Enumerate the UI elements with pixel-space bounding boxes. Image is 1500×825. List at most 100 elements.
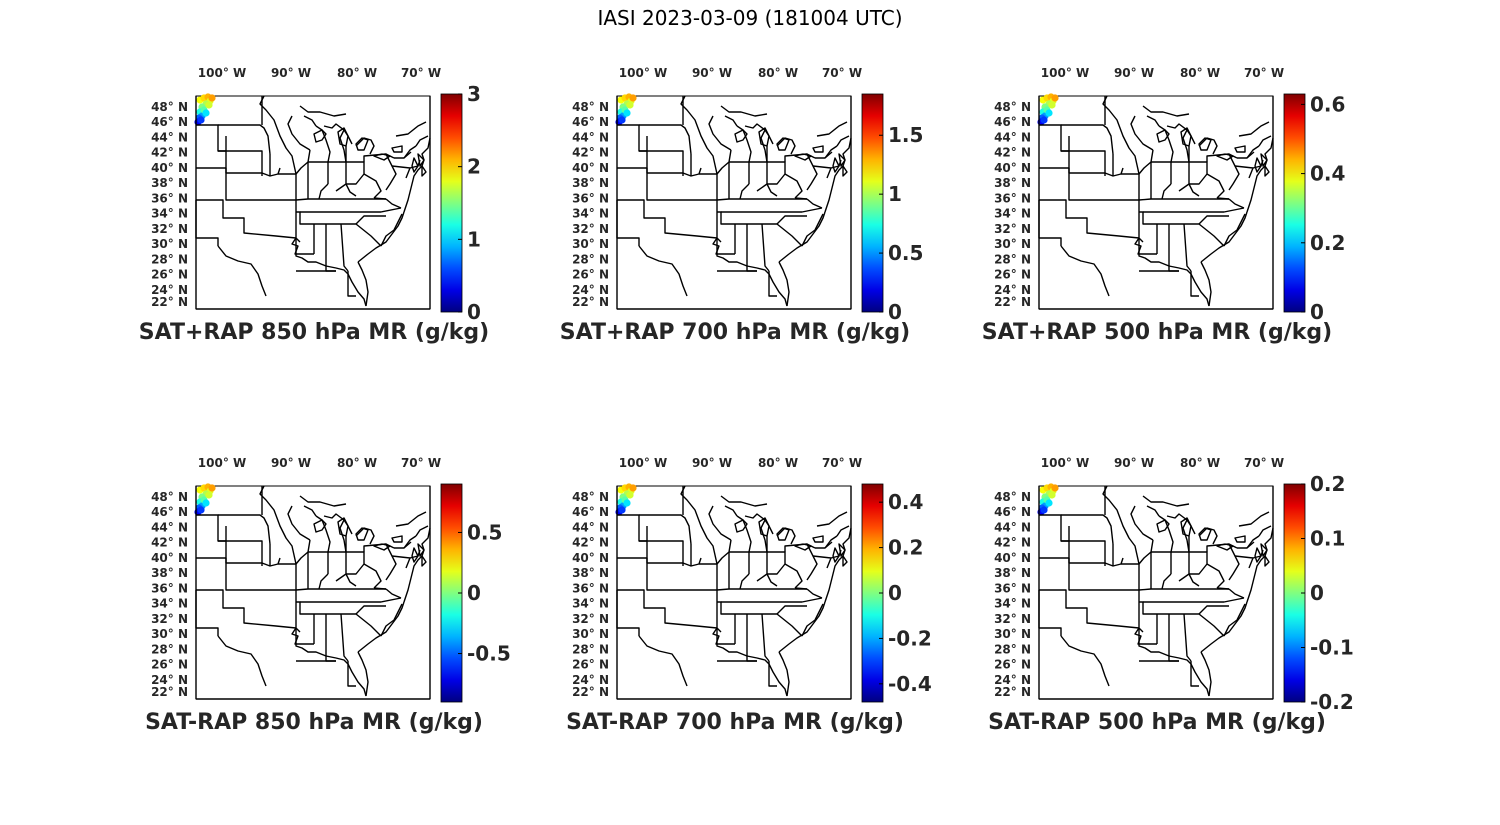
state-boundary <box>680 95 718 175</box>
state-boundary <box>814 603 824 621</box>
coast-segment <box>838 153 846 167</box>
state-boundary <box>749 551 768 582</box>
lon-tick-label: 100° W <box>198 456 246 470</box>
state-boundary <box>403 535 417 549</box>
colorbar-tick-label: -0.1 <box>1310 636 1354 660</box>
state-boundary <box>225 563 296 591</box>
state-boundary <box>617 589 718 629</box>
state-boundary <box>291 627 314 645</box>
state-boundary <box>1130 115 1154 151</box>
colorbar-tick-label: 0.6 <box>1310 92 1345 116</box>
map-panel-sat-minus-rap-700: 100° W 90° W 80° W 70° W 48° N 46° N 44° N 42° … <box>541 450 1021 750</box>
lat-tick-label: 34° N <box>994 597 1031 611</box>
coast-segment <box>337 127 349 147</box>
state-boundary <box>1171 551 1190 582</box>
coast-segment <box>1198 527 1212 541</box>
state-boundary <box>1138 588 1229 591</box>
lat-tick-label: 34° N <box>572 207 609 221</box>
lat-tick-label: 32° N <box>151 612 188 626</box>
lat-tick-label: 38° N <box>994 566 1031 580</box>
state-boundary <box>347 271 356 297</box>
state-boundary <box>295 149 311 175</box>
state-boundary <box>1184 223 1225 247</box>
state-boundary <box>323 123 345 131</box>
coast-segment <box>1156 519 1170 533</box>
lat-tick-label: 34° N <box>572 597 609 611</box>
colorbar-tick-label: 2 <box>467 155 481 179</box>
colorbar-tick-label: 0 <box>888 300 902 324</box>
lon-tick-label: 100° W <box>198 66 246 80</box>
lat-tick-label: 28° N <box>572 252 609 266</box>
state-boundary <box>277 557 281 565</box>
coast-segment <box>313 129 327 143</box>
coast-segment <box>794 153 812 161</box>
state-boundary <box>345 573 357 587</box>
swath-point <box>1048 101 1056 109</box>
state-boundary <box>196 589 297 629</box>
coast-segment <box>832 547 840 563</box>
state-boundary <box>1188 573 1200 587</box>
coast-segment <box>638 635 688 687</box>
panel-title: SAT-RAP 500 hPa MR (g/kg) <box>988 710 1326 735</box>
state-boundary <box>736 125 752 163</box>
lat-tick-label: 36° N <box>994 191 1031 205</box>
lon-tick-label: 70° W <box>1244 66 1284 80</box>
panel-title: SAT+RAP 500 hPa MR (g/kg) <box>981 320 1333 345</box>
coast-segment <box>1234 145 1246 153</box>
lat-tick-label: 30° N <box>151 237 188 251</box>
state-boundary <box>708 115 732 151</box>
state-boundary <box>776 215 807 225</box>
state-boundaries <box>1038 95 1274 310</box>
colorbar-tick-label: 1.5 <box>888 123 923 147</box>
state-boundary <box>801 619 816 637</box>
state-boundary <box>724 505 738 517</box>
state-boundary <box>1184 613 1225 637</box>
coast-segment <box>373 153 391 161</box>
satellite-swath <box>1037 93 1059 126</box>
state-boundary <box>760 129 774 163</box>
state-boundary <box>1138 539 1154 565</box>
state-boundary <box>1120 557 1124 565</box>
swath-point <box>629 94 637 102</box>
state-boundary <box>1158 125 1174 163</box>
coast-segment <box>1060 635 1110 687</box>
panel-title: SAT-RAP 700 hPa MR (g/kg) <box>566 710 904 735</box>
state-boundary <box>1246 145 1260 159</box>
state-boundary <box>1236 213 1246 231</box>
lat-tick-label: 40° N <box>994 161 1031 175</box>
state-boundary <box>277 167 281 175</box>
state-boundary <box>716 539 732 565</box>
lat-tick-label: 22° N <box>572 685 609 699</box>
lat-tick-label: 48° N <box>994 100 1031 114</box>
state-boundary <box>1143 207 1245 213</box>
coast-segment <box>1254 547 1262 563</box>
state-boundary <box>806 153 818 191</box>
lat-tick-label: 24° N <box>151 283 188 297</box>
state-boundary <box>341 223 382 247</box>
lat-tick-label: 26° N <box>994 268 1031 282</box>
swath-point <box>208 94 216 102</box>
map-frame <box>616 485 852 700</box>
swath-point <box>208 484 216 492</box>
state-boundary <box>639 540 684 566</box>
state-boundary <box>373 197 387 200</box>
swath-point <box>618 506 626 514</box>
state-boundary <box>295 588 386 591</box>
coast-segment <box>357 651 369 697</box>
state-boundary <box>1146 505 1160 517</box>
state-boundary <box>363 173 382 199</box>
map-svg: 100° W 90° W 80° W 70° W 48° N46° N44° N 42° … <box>151 456 511 703</box>
state-boundaries <box>195 95 431 310</box>
state-boundary <box>836 135 850 147</box>
state-boundary <box>776 137 796 155</box>
lat-tick-label: 30° N <box>994 627 1031 641</box>
colorbar-tick-label: -0.5 <box>467 642 511 666</box>
state-boundary <box>720 105 768 117</box>
coast-segment <box>776 527 790 541</box>
state-boundary <box>196 167 279 177</box>
coast-segment <box>417 543 425 557</box>
state-boundary <box>784 563 803 589</box>
coast-segment <box>421 165 427 177</box>
state-boundary <box>218 150 263 176</box>
coast-segment <box>638 245 688 297</box>
